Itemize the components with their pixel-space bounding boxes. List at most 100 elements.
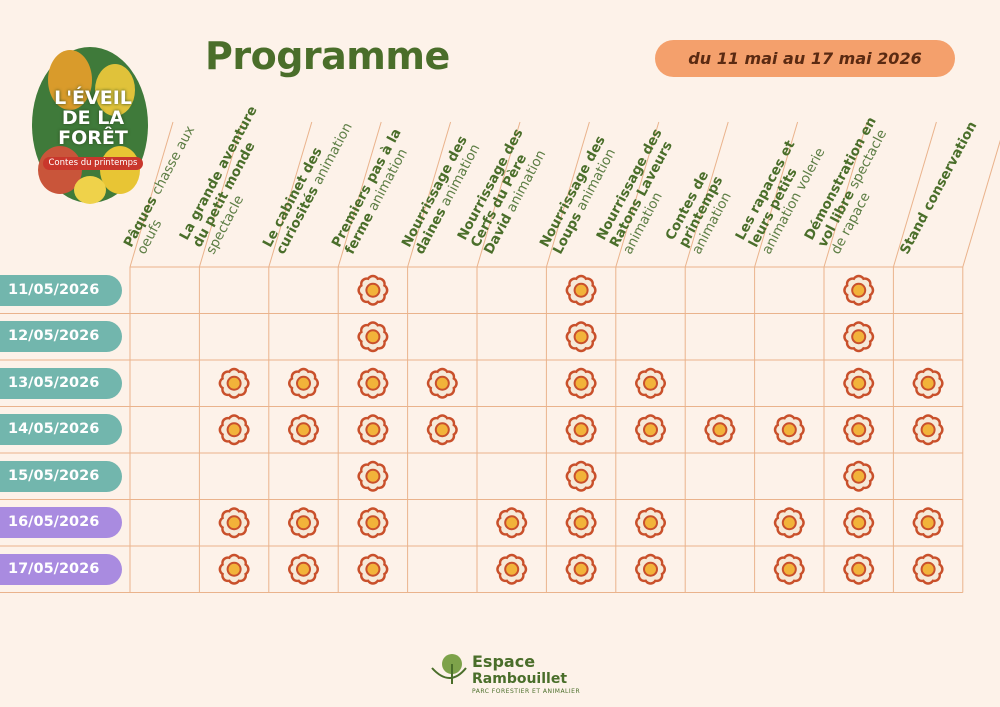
flower bbox=[357, 274, 389, 306]
flower-center bbox=[645, 563, 656, 575]
brand: Espace bbox=[472, 652, 536, 671]
logo-title: L'ÉVEIL DE LA FORÊT bbox=[54, 87, 132, 149]
logo-subtitle: Contes du printemps bbox=[43, 157, 143, 170]
flower-center bbox=[228, 377, 240, 389]
flower-center bbox=[575, 517, 587, 529]
flower-center bbox=[298, 377, 309, 389]
flower bbox=[912, 507, 944, 539]
flower-center bbox=[853, 563, 865, 575]
header-divider bbox=[754, 121, 799, 268]
flower bbox=[496, 553, 528, 585]
tagline: PARC FORESTIER ET ANIMALIER bbox=[472, 688, 581, 695]
flower bbox=[565, 321, 597, 353]
flower bbox=[565, 414, 597, 446]
flower bbox=[357, 321, 389, 353]
flower-center bbox=[575, 470, 587, 482]
flower bbox=[565, 367, 597, 399]
flower-center bbox=[645, 517, 656, 529]
date-label: 16/05/2026 bbox=[0, 507, 122, 539]
flower bbox=[843, 460, 875, 492]
flower-center bbox=[506, 517, 518, 529]
header-divider bbox=[129, 121, 174, 268]
flower-center bbox=[853, 377, 865, 389]
table-grid bbox=[0, 121, 1000, 593]
date-label: 17/05/2026 bbox=[0, 553, 122, 585]
flower bbox=[843, 553, 875, 585]
flower bbox=[843, 507, 875, 539]
flower bbox=[357, 507, 389, 539]
flower bbox=[843, 274, 875, 306]
header-divider bbox=[962, 139, 1000, 268]
flower-center bbox=[367, 284, 379, 296]
flower bbox=[288, 507, 319, 539]
flower bbox=[357, 414, 389, 446]
page-title: Programme bbox=[205, 34, 450, 78]
flower bbox=[843, 367, 875, 399]
flower-center bbox=[645, 424, 656, 436]
flower-center bbox=[575, 424, 587, 436]
flower bbox=[912, 414, 944, 446]
date-label: 11/05/2026 bbox=[0, 274, 122, 306]
flower-center bbox=[575, 377, 587, 389]
flower-center bbox=[367, 331, 379, 343]
flower bbox=[635, 553, 666, 585]
flower bbox=[426, 414, 458, 446]
header-divider bbox=[476, 121, 521, 268]
flower bbox=[773, 507, 805, 539]
flower bbox=[288, 367, 319, 399]
header-divider bbox=[823, 121, 868, 268]
flower-center bbox=[922, 563, 934, 575]
flower-center bbox=[228, 517, 240, 529]
flower bbox=[218, 414, 250, 446]
flower-center bbox=[783, 424, 795, 436]
flower bbox=[218, 367, 250, 399]
flower-center bbox=[436, 424, 448, 436]
flower-center bbox=[575, 284, 587, 296]
flower bbox=[635, 507, 666, 539]
flower-center bbox=[922, 517, 934, 529]
flower-center bbox=[575, 563, 587, 575]
flower-center bbox=[367, 563, 379, 575]
header-divider bbox=[337, 121, 382, 268]
header-divider bbox=[407, 121, 452, 268]
flower-center bbox=[367, 517, 379, 529]
flower bbox=[912, 553, 944, 585]
date-range: du 11 mai au 17 mai 2026 bbox=[655, 40, 955, 77]
flower-center bbox=[922, 424, 934, 436]
flower-center bbox=[228, 424, 240, 436]
flower-center bbox=[783, 563, 795, 575]
flower-center bbox=[436, 377, 448, 389]
flower bbox=[565, 507, 597, 539]
flower-center bbox=[575, 331, 587, 343]
flower bbox=[565, 553, 597, 585]
flower-center bbox=[853, 284, 865, 296]
flower-center bbox=[645, 377, 656, 389]
date-label: 13/05/2026 bbox=[0, 367, 122, 399]
flower bbox=[565, 274, 597, 306]
flower-center bbox=[853, 424, 865, 436]
header-divider bbox=[684, 121, 729, 268]
flower-center bbox=[783, 517, 795, 529]
footer-logo bbox=[431, 654, 467, 684]
flower-center bbox=[853, 470, 865, 482]
flower bbox=[773, 414, 805, 446]
flower bbox=[843, 414, 875, 446]
flower bbox=[288, 414, 319, 446]
flower bbox=[635, 414, 666, 446]
flower-center bbox=[853, 331, 865, 343]
brand: Rambouillet bbox=[472, 671, 568, 687]
flower-center bbox=[228, 563, 240, 575]
header-divider bbox=[268, 121, 313, 268]
flower bbox=[843, 321, 875, 353]
date-label: 15/05/2026 bbox=[0, 460, 122, 492]
flower-center bbox=[367, 470, 379, 482]
flower bbox=[357, 367, 389, 399]
header-divider bbox=[198, 121, 243, 268]
flower-center bbox=[853, 517, 865, 529]
header-divider bbox=[615, 121, 660, 268]
flower bbox=[218, 553, 250, 585]
flower-center bbox=[714, 424, 726, 436]
flower-center bbox=[298, 424, 309, 436]
